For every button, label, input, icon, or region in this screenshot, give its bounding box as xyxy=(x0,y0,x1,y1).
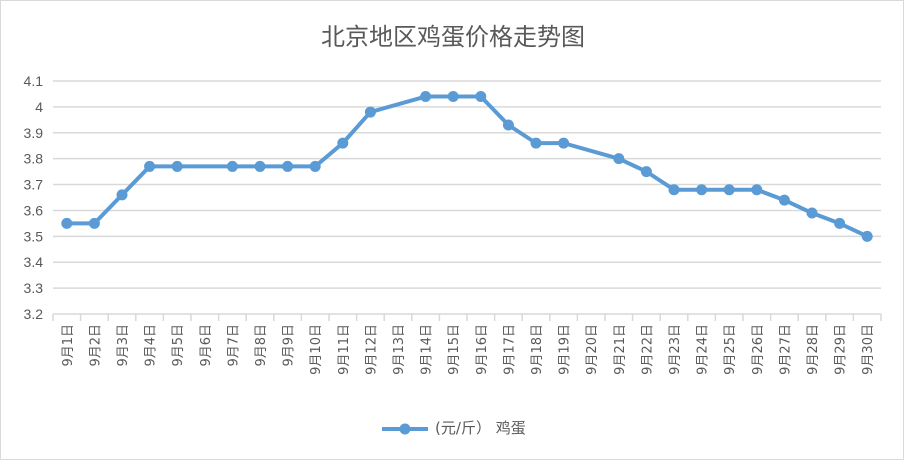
data-point xyxy=(640,166,652,178)
x-tick-label: 9月18日 xyxy=(530,324,545,375)
y-tick-label: 3.7 xyxy=(24,177,44,193)
data-point xyxy=(502,119,514,131)
x-tick-label: 9月11日 xyxy=(337,324,352,375)
x-tick-label: 9月22日 xyxy=(640,324,655,375)
data-point xyxy=(420,91,432,103)
y-tick-label: 3.8 xyxy=(24,151,44,167)
data-point xyxy=(723,184,735,196)
data-point xyxy=(447,91,459,103)
x-tick-label: 9月28日 xyxy=(806,324,821,375)
x-tick-label: 9月20日 xyxy=(585,324,600,375)
x-tick-label: 9月8日 xyxy=(254,324,269,367)
data-point xyxy=(751,184,763,196)
data-point xyxy=(116,189,128,201)
data-point xyxy=(530,137,542,149)
x-tick-label: 9月15日 xyxy=(447,324,462,375)
x-tick-label: 9月21日 xyxy=(613,324,628,375)
data-point xyxy=(558,137,570,149)
legend-label: (元/斤） 鸡蛋 xyxy=(435,419,526,437)
data-point xyxy=(364,106,376,118)
x-tick-label: 9月19日 xyxy=(558,324,573,375)
legend-marker-icon xyxy=(382,423,429,434)
data-point xyxy=(696,184,708,196)
x-tick-label: 9月29日 xyxy=(834,324,849,375)
data-point xyxy=(806,207,818,219)
y-tick-label: 3.5 xyxy=(24,228,44,244)
x-tick-label: 9月27日 xyxy=(778,324,793,375)
x-tick-label: 9月23日 xyxy=(668,324,683,375)
x-tick-label: 9月24日 xyxy=(696,324,711,375)
y-tick-label: 3.6 xyxy=(24,202,44,218)
chart-title: 北京地区鸡蛋价格走势图 xyxy=(321,23,585,51)
data-point xyxy=(834,217,846,229)
data-point xyxy=(171,160,183,172)
legend: (元/斤） 鸡蛋 xyxy=(1,417,903,438)
x-tick-label: 9月9日 xyxy=(282,324,297,367)
y-tick-label: 4.1 xyxy=(24,73,44,89)
x-tick-label: 9月4日 xyxy=(144,324,159,367)
data-point xyxy=(861,230,873,242)
x-tick-label: 9月12日 xyxy=(364,324,379,375)
x-tick-label: 9月17日 xyxy=(502,324,517,375)
data-point xyxy=(668,184,680,196)
x-tick-label: 9月6日 xyxy=(199,324,214,367)
data-point xyxy=(282,160,294,172)
data-point xyxy=(613,153,625,165)
data-point xyxy=(778,194,790,206)
x-tick-label: 9月26日 xyxy=(751,324,766,375)
x-tick-label: 9月10日 xyxy=(309,324,324,375)
y-tick-label: 3.4 xyxy=(24,254,44,270)
x-tick-label: 9月1日 xyxy=(61,324,76,367)
data-point xyxy=(254,160,266,172)
x-tick-label: 9月16日 xyxy=(475,324,490,375)
data-point xyxy=(226,160,238,172)
data-point xyxy=(88,217,100,229)
y-tick-label: 4 xyxy=(35,99,43,115)
data-point xyxy=(61,217,73,229)
series-line xyxy=(66,94,869,239)
x-tick-label: 9月13日 xyxy=(392,324,407,375)
y-tick-label: 3.9 xyxy=(24,125,44,141)
x-tick-label: 9月3日 xyxy=(116,324,131,367)
x-tick-label: 9月14日 xyxy=(420,324,435,375)
x-tick-label: 9月30日 xyxy=(861,324,876,375)
data-point xyxy=(337,137,349,149)
x-tick-label: 9月7日 xyxy=(226,324,241,367)
data-point xyxy=(144,160,156,172)
data-point xyxy=(309,160,321,172)
x-tick-label: 9月25日 xyxy=(723,324,738,375)
y-tick-label: 3.2 xyxy=(24,306,44,322)
x-tick-label: 9月5日 xyxy=(171,324,186,367)
y-tick-label: 3.3 xyxy=(24,280,44,296)
x-tick-label: 9月2日 xyxy=(88,324,103,367)
data-point xyxy=(475,91,487,103)
